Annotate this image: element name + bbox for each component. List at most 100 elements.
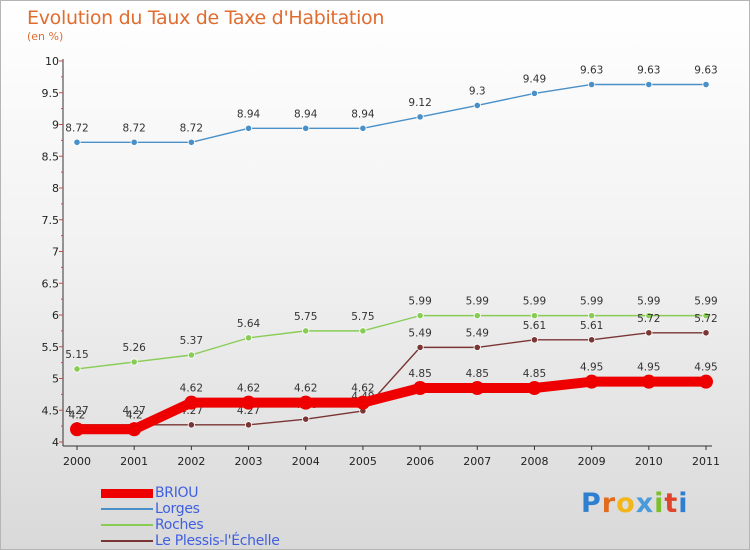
data-point-lorges xyxy=(588,80,596,89)
y-tick-label: 6.5 xyxy=(42,277,60,290)
data-label-le-plessis-l-echelle: 4.27 xyxy=(65,405,88,417)
data-label-briou: 4.95 xyxy=(694,362,717,374)
x-tick-label: 2004 xyxy=(292,455,320,468)
y-tick-label: 9.5 xyxy=(42,87,60,100)
data-label-le-plessis-l-echelle: 5.72 xyxy=(637,313,660,325)
y-tick-label: 8.5 xyxy=(42,150,60,163)
data-point-roches xyxy=(473,312,481,320)
data-point-briou xyxy=(298,395,313,410)
legend-label: Le Plessis-l'Échelle xyxy=(155,533,280,549)
data-point-roches xyxy=(359,327,367,335)
data-point-briou xyxy=(355,395,370,410)
data-label-briou: 4.2 xyxy=(126,409,143,421)
data-point-lorges xyxy=(187,138,195,146)
data-label-roches: 5.75 xyxy=(294,311,317,323)
data-label-lorges: 8.94 xyxy=(294,108,318,120)
x-tick-label: 2005 xyxy=(349,455,377,468)
chart-unit-label: (en %) xyxy=(27,30,64,43)
legend-item: Le Plessis-l'Échelle xyxy=(101,533,401,549)
data-label-roches: 5.99 xyxy=(694,296,717,308)
series-line-le-plessis-l-echelle xyxy=(76,332,707,426)
legend-label: BRIOU xyxy=(155,485,199,501)
data-point-le-plessis-l-echelle xyxy=(645,329,653,337)
data-point-briou xyxy=(70,422,84,437)
legend-item: Lorges xyxy=(101,501,401,517)
y-tick-label: 4.5 xyxy=(42,404,60,417)
x-tick-label: 2000 xyxy=(63,455,91,468)
logo-letter: x xyxy=(635,488,655,519)
data-point-briou xyxy=(470,381,485,396)
legend-swatch xyxy=(101,508,153,510)
data-label-lorges: 9.3 xyxy=(469,85,486,97)
y-tick-label: 6 xyxy=(52,309,59,322)
data-label-lorges: 9.63 xyxy=(637,64,660,76)
data-label-briou: 4.62 xyxy=(351,383,374,395)
data-label-briou: 4.85 xyxy=(466,368,489,380)
data-label-briou: 4.62 xyxy=(180,383,203,395)
data-point-briou xyxy=(641,374,656,389)
data-label-le-plessis-l-echelle: 5.49 xyxy=(466,327,489,339)
data-point-le-plessis-l-echelle xyxy=(244,421,253,429)
data-point-roches xyxy=(302,327,310,335)
data-point-lorges xyxy=(244,124,253,132)
y-tick-label: 4 xyxy=(52,436,59,449)
data-label-le-plessis-l-echelle: 5.49 xyxy=(408,327,431,339)
data-point-roches xyxy=(130,358,138,366)
data-label-le-plessis-l-echelle: 5.61 xyxy=(580,320,603,332)
logo-letter: r xyxy=(601,488,617,519)
data-label-roches: 5.99 xyxy=(523,296,546,308)
data-point-roches xyxy=(530,312,539,320)
line-chart: 4 4.5 5 5.5 6 6.5 7 7.5 8 8.5 9 9.5 10 2000 2001 2002 20… xyxy=(42,55,721,468)
data-point-roches xyxy=(416,312,424,320)
data-point-briou xyxy=(184,395,199,410)
legend-label: Lorges xyxy=(155,501,200,517)
data-label-lorges: 8.72 xyxy=(180,122,203,134)
data-point-lorges xyxy=(530,89,539,97)
data-point-le-plessis-l-echelle xyxy=(473,343,481,351)
data-label-roches: 5.99 xyxy=(580,296,603,308)
data-label-briou: 4.95 xyxy=(580,362,603,374)
y-tick-label: 8 xyxy=(52,182,59,195)
data-label-le-plessis-l-echelle: 5.72 xyxy=(694,313,717,325)
legend-item: BRIOU xyxy=(101,485,401,501)
data-label-lorges: 9.49 xyxy=(523,73,546,85)
data-label-lorges: 8.94 xyxy=(351,108,375,120)
legend-swatch xyxy=(101,540,153,542)
data-label-lorges: 9.63 xyxy=(580,64,603,76)
data-label-roches: 5.75 xyxy=(351,311,374,323)
data-label-lorges: 9.63 xyxy=(694,64,717,76)
data-label-roches: 5.26 xyxy=(122,342,146,354)
data-point-briou xyxy=(413,381,428,396)
series-line-briou xyxy=(72,376,711,435)
data-point-briou xyxy=(127,422,142,437)
data-point-le-plessis-l-echelle xyxy=(302,415,310,423)
y-tick-label: 10 xyxy=(45,55,59,68)
data-point-lorges xyxy=(473,101,481,110)
data-label-lorges: 8.72 xyxy=(122,122,145,134)
legend-swatch xyxy=(101,488,153,498)
data-point-lorges xyxy=(702,80,710,89)
data-point-roches xyxy=(645,312,653,320)
data-label-lorges: 8.94 xyxy=(237,108,261,120)
data-point-le-plessis-l-echelle xyxy=(702,329,710,337)
x-tick-label: 2006 xyxy=(406,455,434,468)
x-tick-label: 2001 xyxy=(120,455,148,468)
data-point-briou xyxy=(527,381,542,396)
data-point-roches xyxy=(244,334,253,342)
data-label-roches: 5.99 xyxy=(408,296,431,308)
x-tick-label: 2011 xyxy=(692,455,720,468)
data-label-roches: 5.37 xyxy=(180,335,203,347)
data-label-briou: 4.62 xyxy=(294,383,317,395)
data-point-briou xyxy=(699,374,713,389)
data-label-briou: 4.62 xyxy=(237,383,260,395)
data-point-roches xyxy=(187,351,195,359)
data-label-briou: 4.2 xyxy=(69,409,86,421)
data-point-le-plessis-l-echelle xyxy=(416,343,424,351)
data-point-briou xyxy=(584,374,599,389)
x-tick-label: 2008 xyxy=(520,455,548,468)
data-point-le-plessis-l-echelle xyxy=(187,421,195,429)
legend: BRIOU Lorges Roches Le Plessis-l'Échelle xyxy=(101,485,401,549)
logo-letter: t xyxy=(664,488,679,519)
legend-item: Roches xyxy=(101,517,401,533)
